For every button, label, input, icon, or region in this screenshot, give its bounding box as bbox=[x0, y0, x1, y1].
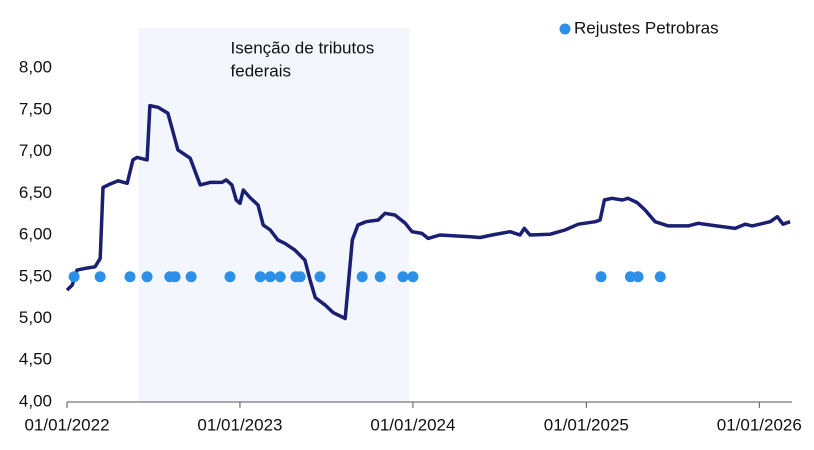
marker bbox=[632, 271, 644, 283]
marker bbox=[654, 271, 666, 283]
x-tick-label: 01/01/2025 bbox=[544, 415, 629, 434]
marker bbox=[264, 271, 276, 283]
marker bbox=[595, 271, 607, 283]
y-tick-label: 7,50 bbox=[19, 99, 52, 118]
marker bbox=[185, 271, 197, 283]
y-tick-label: 5,00 bbox=[19, 308, 52, 327]
marker bbox=[274, 271, 286, 283]
marker bbox=[254, 271, 266, 283]
annotation-text: federais bbox=[231, 61, 291, 80]
marker bbox=[141, 271, 153, 283]
marker bbox=[397, 271, 409, 283]
marker bbox=[94, 271, 106, 283]
marker bbox=[314, 271, 326, 283]
y-tick-label: 6,50 bbox=[19, 183, 52, 202]
x-tick-label: 01/01/2022 bbox=[24, 415, 109, 434]
y-tick-label: 4,00 bbox=[19, 391, 52, 410]
marker bbox=[356, 271, 368, 283]
x-tick-label: 01/01/2023 bbox=[197, 415, 282, 434]
marker bbox=[624, 271, 636, 283]
y-tick-label: 8,00 bbox=[19, 58, 52, 77]
x-tick-label: 01/01/2026 bbox=[717, 415, 802, 434]
marker bbox=[124, 271, 136, 283]
marker bbox=[407, 271, 419, 283]
marker bbox=[294, 271, 306, 283]
marker bbox=[68, 271, 80, 283]
legend-label: Rejustes Petrobras bbox=[574, 18, 719, 37]
marker bbox=[169, 271, 181, 283]
annotation-span bbox=[138, 28, 410, 402]
marker bbox=[224, 271, 236, 283]
x-tick-label: 01/01/2024 bbox=[370, 415, 455, 434]
y-tick-label: 6,00 bbox=[19, 225, 52, 244]
marker bbox=[374, 271, 386, 283]
y-tick-label: 5,50 bbox=[19, 266, 52, 285]
y-tick-label: 7,00 bbox=[19, 141, 52, 160]
y-tick-label: 4,50 bbox=[19, 350, 52, 369]
line bbox=[65, 103, 791, 321]
annotation-text: Isenção de tributos bbox=[231, 38, 375, 57]
legend-marker bbox=[559, 23, 571, 35]
